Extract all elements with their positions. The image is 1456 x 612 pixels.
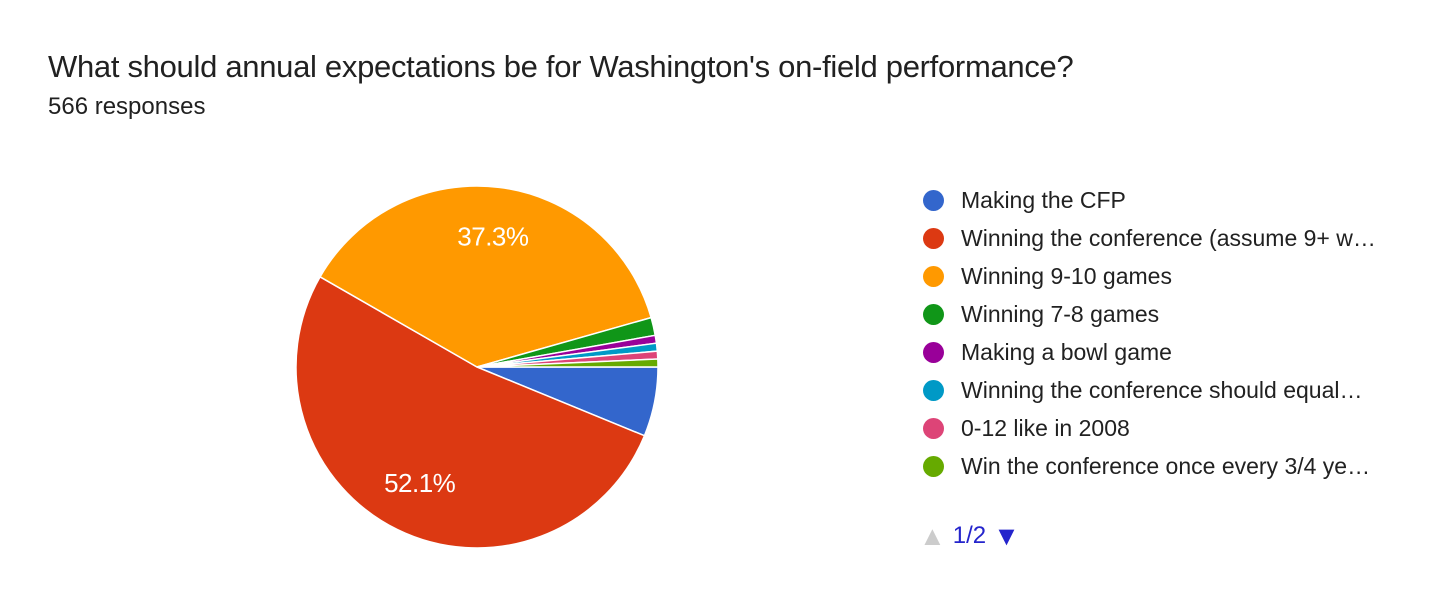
legend-label: Winning 7-8 games	[961, 300, 1160, 327]
legend-pagination: ▲ 1/2 ▼	[919, 518, 1020, 554]
pie-slice-2[interactable]	[319, 185, 653, 368]
legend-label: Making a bowl game	[961, 338, 1172, 365]
pie-slice-7[interactable]	[476, 358, 659, 368]
legend-item-0: Making the CFP	[923, 181, 1376, 219]
legend-page-indicator: 1/2	[952, 522, 987, 549]
legend-item-5: Winning the conference should equal…	[923, 371, 1376, 409]
legend-page-down-icon[interactable]: ▼	[993, 520, 1020, 551]
legend-swatch-icon	[923, 455, 944, 477]
pie-chart: 52.1% 37.3%	[295, 185, 659, 549]
legend-item-2: Winning 9-10 games	[923, 257, 1376, 295]
legend-label: Winning the conference (assume 9+ w…	[961, 224, 1376, 251]
chart-legend: Making the CFP Winning the conference (as…	[923, 181, 1376, 485]
response-count: 566 responses	[48, 93, 206, 120]
legend-swatch-icon	[923, 417, 944, 439]
legend-swatch-icon	[923, 265, 944, 287]
legend-label: Winning the conference should equal…	[961, 376, 1363, 403]
legend-page-up-icon[interactable]: ▲	[919, 520, 946, 551]
legend-label: 0-12 like in 2008	[961, 414, 1130, 441]
legend-swatch-icon	[923, 341, 944, 363]
pie-slice-1[interactable]	[295, 275, 646, 549]
legend-swatch-icon	[923, 189, 944, 211]
slice-label-2: 37.3%	[457, 222, 529, 252]
legend-swatch-icon	[923, 303, 944, 325]
legend-label: Winning 9-10 games	[961, 262, 1172, 289]
legend-label: Win the conference once every 3/4 ye…	[961, 452, 1371, 479]
legend-item-6: 0-12 like in 2008	[923, 409, 1376, 447]
legend-item-3: Winning 7-8 games	[923, 295, 1376, 333]
legend-swatch-icon	[923, 227, 944, 249]
legend-swatch-icon	[923, 379, 944, 401]
legend-item-4: Making a bowl game	[923, 333, 1376, 371]
legend-item-1: Winning the conference (assume 9+ w…	[923, 219, 1376, 257]
question-title: What should annual expectations be for W…	[48, 49, 1074, 84]
legend-item-7: Win the conference once every 3/4 ye…	[923, 447, 1376, 485]
legend-label: Making the CFP	[961, 186, 1126, 213]
slice-label-1: 52.1%	[384, 468, 456, 498]
